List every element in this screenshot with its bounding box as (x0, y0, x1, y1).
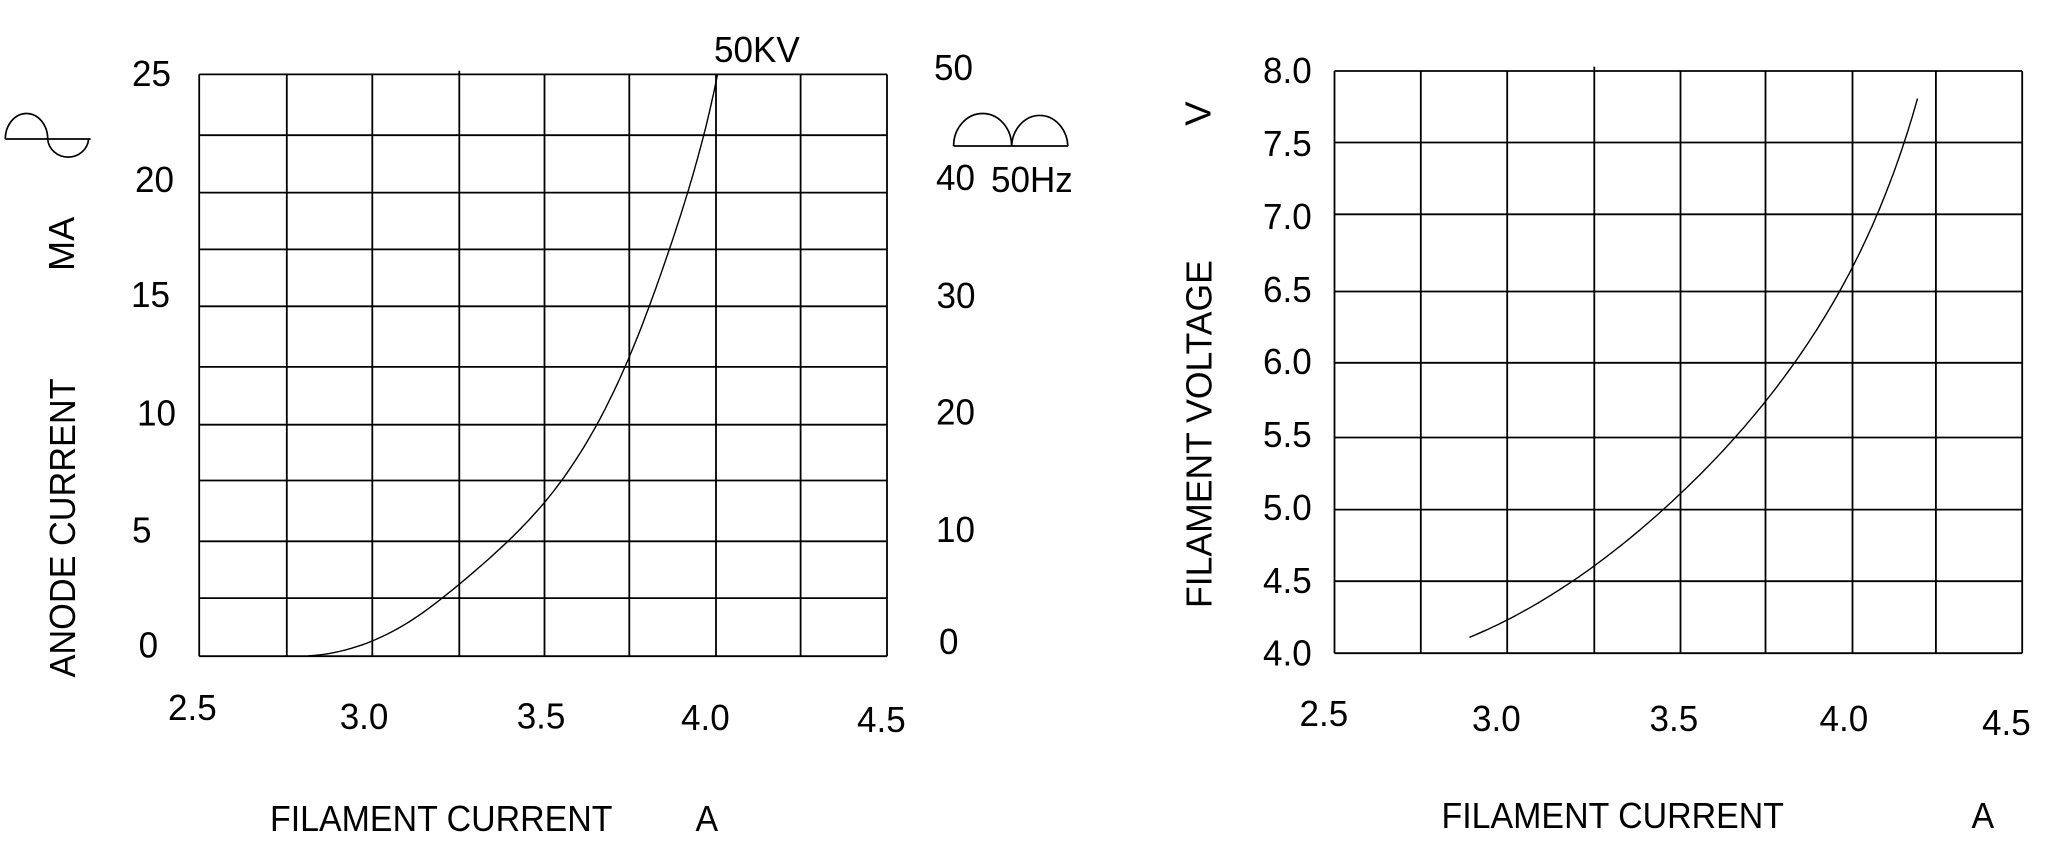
svg-text:5.5: 5.5 (1263, 414, 1312, 455)
svg-text:4.0: 4.0 (1820, 698, 1869, 739)
svg-text:4.0: 4.0 (1263, 633, 1312, 674)
svg-text:15: 15 (131, 274, 170, 315)
svg-text:25: 25 (132, 53, 171, 94)
svg-text:3.5: 3.5 (1650, 698, 1699, 739)
svg-text:3.0: 3.0 (340, 696, 389, 737)
svg-text:V: V (1178, 101, 1219, 126)
svg-text:6.5: 6.5 (1263, 269, 1312, 310)
svg-text:FILAMENT VOLTAGE: FILAMENT VOLTAGE (1178, 260, 1220, 608)
svg-text:50Hz: 50Hz (991, 159, 1073, 200)
svg-text:0: 0 (139, 625, 158, 666)
svg-text:4.5: 4.5 (857, 699, 906, 740)
svg-text:4.5: 4.5 (1263, 560, 1312, 601)
svg-text:FILAMENT CURRENT: FILAMENT CURRENT (270, 799, 613, 839)
svg-text:10: 10 (137, 393, 176, 434)
svg-text:20: 20 (936, 392, 975, 433)
svg-text:8.0: 8.0 (1263, 50, 1312, 91)
svg-text:40: 40 (936, 157, 975, 198)
svg-text:50: 50 (934, 47, 973, 88)
svg-text:4.5: 4.5 (1982, 702, 2031, 743)
svg-text:0: 0 (939, 621, 958, 662)
svg-text:3.5: 3.5 (517, 696, 566, 737)
svg-text:20: 20 (135, 159, 174, 200)
svg-text:4.0: 4.0 (681, 697, 730, 738)
svg-text:7.5: 7.5 (1263, 123, 1312, 164)
svg-text:5.0: 5.0 (1263, 487, 1312, 528)
svg-text:7.0: 7.0 (1263, 196, 1312, 237)
svg-text:50KV: 50KV (714, 29, 800, 70)
svg-text:3.0: 3.0 (1472, 698, 1521, 739)
svg-text:30: 30 (937, 275, 976, 316)
svg-text:ANODE CURRENT: ANODE CURRENT (42, 378, 83, 677)
svg-text:5: 5 (132, 510, 151, 551)
svg-text:A: A (1972, 796, 1995, 836)
svg-text:2.5: 2.5 (168, 687, 217, 728)
svg-text:MA: MA (41, 216, 82, 271)
svg-text:6.0: 6.0 (1263, 341, 1312, 382)
svg-text:10: 10 (936, 509, 975, 550)
svg-text:2.5: 2.5 (1300, 693, 1349, 734)
svg-text:A: A (696, 799, 719, 839)
svg-text:FILAMENT CURRENT: FILAMENT CURRENT (1442, 796, 1785, 836)
